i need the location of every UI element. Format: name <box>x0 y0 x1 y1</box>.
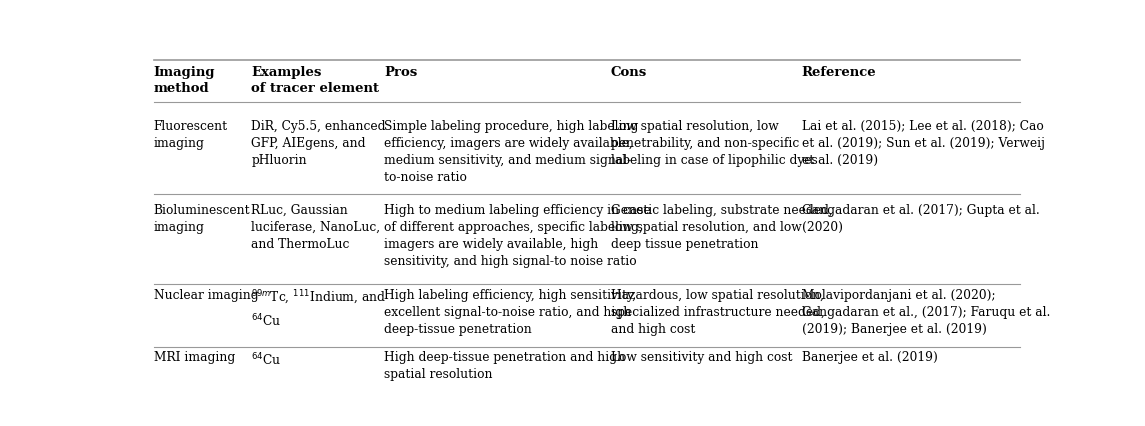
Text: High to medium labeling efficiency in case
of different approaches, specific lab: High to medium labeling efficiency in ca… <box>385 204 652 268</box>
Text: Examples
of tracer element: Examples of tracer element <box>252 66 379 95</box>
Text: Banerjee et al. (2019): Banerjee et al. (2019) <box>802 351 938 364</box>
Text: Fluorescent
imaging: Fluorescent imaging <box>153 120 228 150</box>
Text: Gangadaran et al. (2017); Gupta et al.
(2020): Gangadaran et al. (2017); Gupta et al. (… <box>802 204 1040 233</box>
Text: High deep-tissue penetration and high
spatial resolution: High deep-tissue penetration and high sp… <box>385 351 625 381</box>
Text: Low spatial resolution, low
penetrability, and non-specific
labeling in case of : Low spatial resolution, low penetrabilit… <box>610 120 818 167</box>
Text: Low sensitivity and high cost: Low sensitivity and high cost <box>610 351 792 364</box>
Text: Bioluminescent
imaging: Bioluminescent imaging <box>153 204 251 233</box>
Text: Genetic labeling, substrate needed,
low spatial resolution, and low
deep tissue : Genetic labeling, substrate needed, low … <box>610 204 832 250</box>
Text: $^{99m}$Tc, $^{111}$Indium, and
$^{64}$Cu: $^{99m}$Tc, $^{111}$Indium, and $^{64}$C… <box>252 289 387 329</box>
Text: High labeling efficiency, high sensitivity,
excellent signal-to-noise ratio, and: High labeling efficiency, high sensitivi… <box>385 289 637 336</box>
Text: Nuclear imaging: Nuclear imaging <box>153 289 259 302</box>
Text: $^{64}$Cu: $^{64}$Cu <box>252 351 282 368</box>
Text: DiR, Cy5.5, enhanced
GFP, AIEgens, and
pHluorin: DiR, Cy5.5, enhanced GFP, AIEgens, and p… <box>252 120 386 167</box>
Text: Cons: Cons <box>610 66 647 79</box>
Text: Lai et al. (2015); Lee et al. (2018); Cao
et al. (2019); Sun et al. (2019); Verw: Lai et al. (2015); Lee et al. (2018); Ca… <box>802 120 1044 167</box>
Text: Imaging
method: Imaging method <box>153 66 215 95</box>
Text: Simple labeling procedure, high labeling
efficiency, imagers are widely availabl: Simple labeling procedure, high labeling… <box>385 120 639 184</box>
Text: Reference: Reference <box>802 66 876 79</box>
Text: RLuc, Gaussian
luciferase, NanoLuc,
and ThermoLuc: RLuc, Gaussian luciferase, NanoLuc, and … <box>252 204 380 250</box>
Text: Hazardous, low spatial resolution,
specialized infrastructure needed,
and high c: Hazardous, low spatial resolution, speci… <box>610 289 824 336</box>
Text: Pros: Pros <box>385 66 418 79</box>
Text: Molavipordanjani et al. (2020);
Gangadaran et al., (2017); Faruqu et al.
(2019);: Molavipordanjani et al. (2020); Gangadar… <box>802 289 1050 336</box>
Text: MRI imaging: MRI imaging <box>153 351 235 364</box>
